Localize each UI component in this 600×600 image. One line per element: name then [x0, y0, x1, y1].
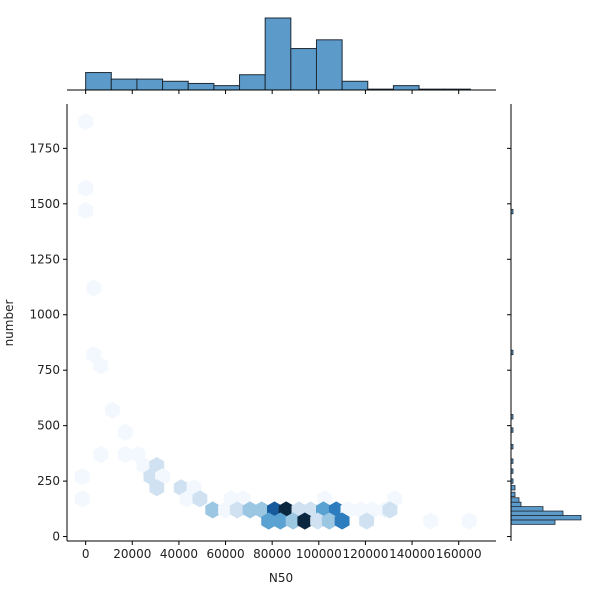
- hexbin-49: [359, 512, 375, 530]
- y-marginal-bar-4: [510, 501, 522, 508]
- x-tick-label-2: 40000: [160, 547, 198, 561]
- hexbin-6: [105, 401, 120, 419]
- y-tick-label-3: 750: [37, 363, 60, 377]
- hexbin-2: [78, 201, 94, 220]
- marginal-y-histogram: [507, 104, 582, 541]
- x-marginal-bar-5: [213, 85, 241, 91]
- y-axis-ticks: 0 250 500 750 1000 1250 1500 1750: [29, 141, 67, 544]
- y-marginal-bar-2: [510, 510, 564, 516]
- hexbin-17: [149, 479, 165, 497]
- hexbin-1: [78, 179, 94, 197]
- x-marginal-bar-6: [239, 74, 266, 91]
- x-tick-label-8: 160000: [436, 547, 482, 561]
- hexbin-51: [461, 512, 477, 530]
- y-tick-label-2: 500: [37, 419, 60, 433]
- y-marginal-bar-1: [510, 515, 582, 521]
- x-marginal-bar-0: [85, 72, 112, 91]
- x-tick-label-3: 60000: [206, 547, 244, 561]
- y-tick-label-5: 1250: [29, 252, 60, 266]
- marginal-x-histogram: [67, 17, 496, 94]
- hexbin-0: [78, 113, 94, 131]
- x-marginal-bar-4: [187, 82, 215, 91]
- hexbin-11: [74, 468, 90, 486]
- x-marginal-bar-7: [264, 17, 292, 91]
- hexbin-50: [423, 512, 439, 530]
- hexbin-7: [117, 423, 133, 441]
- y-tick-label-6: 1500: [29, 197, 60, 211]
- hexbin-48: [334, 512, 350, 530]
- y-marginal-bar-3: [510, 506, 544, 512]
- x-marginal-bar-2: [136, 78, 164, 91]
- x-tick-label-6: 120000: [343, 547, 389, 561]
- x-axis-label: N50: [269, 571, 293, 585]
- y-tick-label-4: 1000: [29, 308, 60, 322]
- hexbin-12: [74, 490, 90, 508]
- main-axes-spines: [66, 104, 496, 542]
- y-marginal-bar-6: [510, 491, 516, 498]
- y-tick-label-0: 0: [52, 530, 60, 544]
- y-marginal-bar-5: [510, 497, 520, 503]
- y-marginal-bar-7: [510, 485, 516, 491]
- x-tick-label-5: 100000: [296, 547, 342, 561]
- x-marginal-bar-10: [341, 80, 369, 91]
- x-tick-label-0: 0: [82, 547, 90, 561]
- x-tick-label-7: 140000: [389, 547, 435, 561]
- x-axis-ticks: 0 20000 40000 60000 80000 100000 120000 140000 1…: [82, 541, 482, 561]
- hexbin-3: [86, 279, 102, 297]
- hexbin-8: [93, 445, 109, 464]
- hexbin-21: [192, 490, 208, 508]
- x-marginal-bar-9: [315, 39, 343, 91]
- y-tick-label-1: 250: [37, 474, 60, 488]
- hexbin-5: [93, 357, 109, 375]
- y-marginal-bar-0: [510, 519, 556, 525]
- y-tick-label-7: 1750: [29, 141, 60, 155]
- x-marginal-bar-1: [110, 78, 138, 91]
- x-tick-label-4: 80000: [253, 547, 291, 561]
- hexbin-plot-area: [74, 113, 477, 530]
- y-axis-label: number: [2, 300, 16, 347]
- hexbin-41: [382, 501, 398, 519]
- x-marginal-bar-8: [290, 48, 317, 91]
- x-marginal-bar-3: [162, 80, 189, 91]
- x-tick-label-1: 20000: [113, 547, 151, 561]
- x-marginal-bar-12: [392, 85, 420, 91]
